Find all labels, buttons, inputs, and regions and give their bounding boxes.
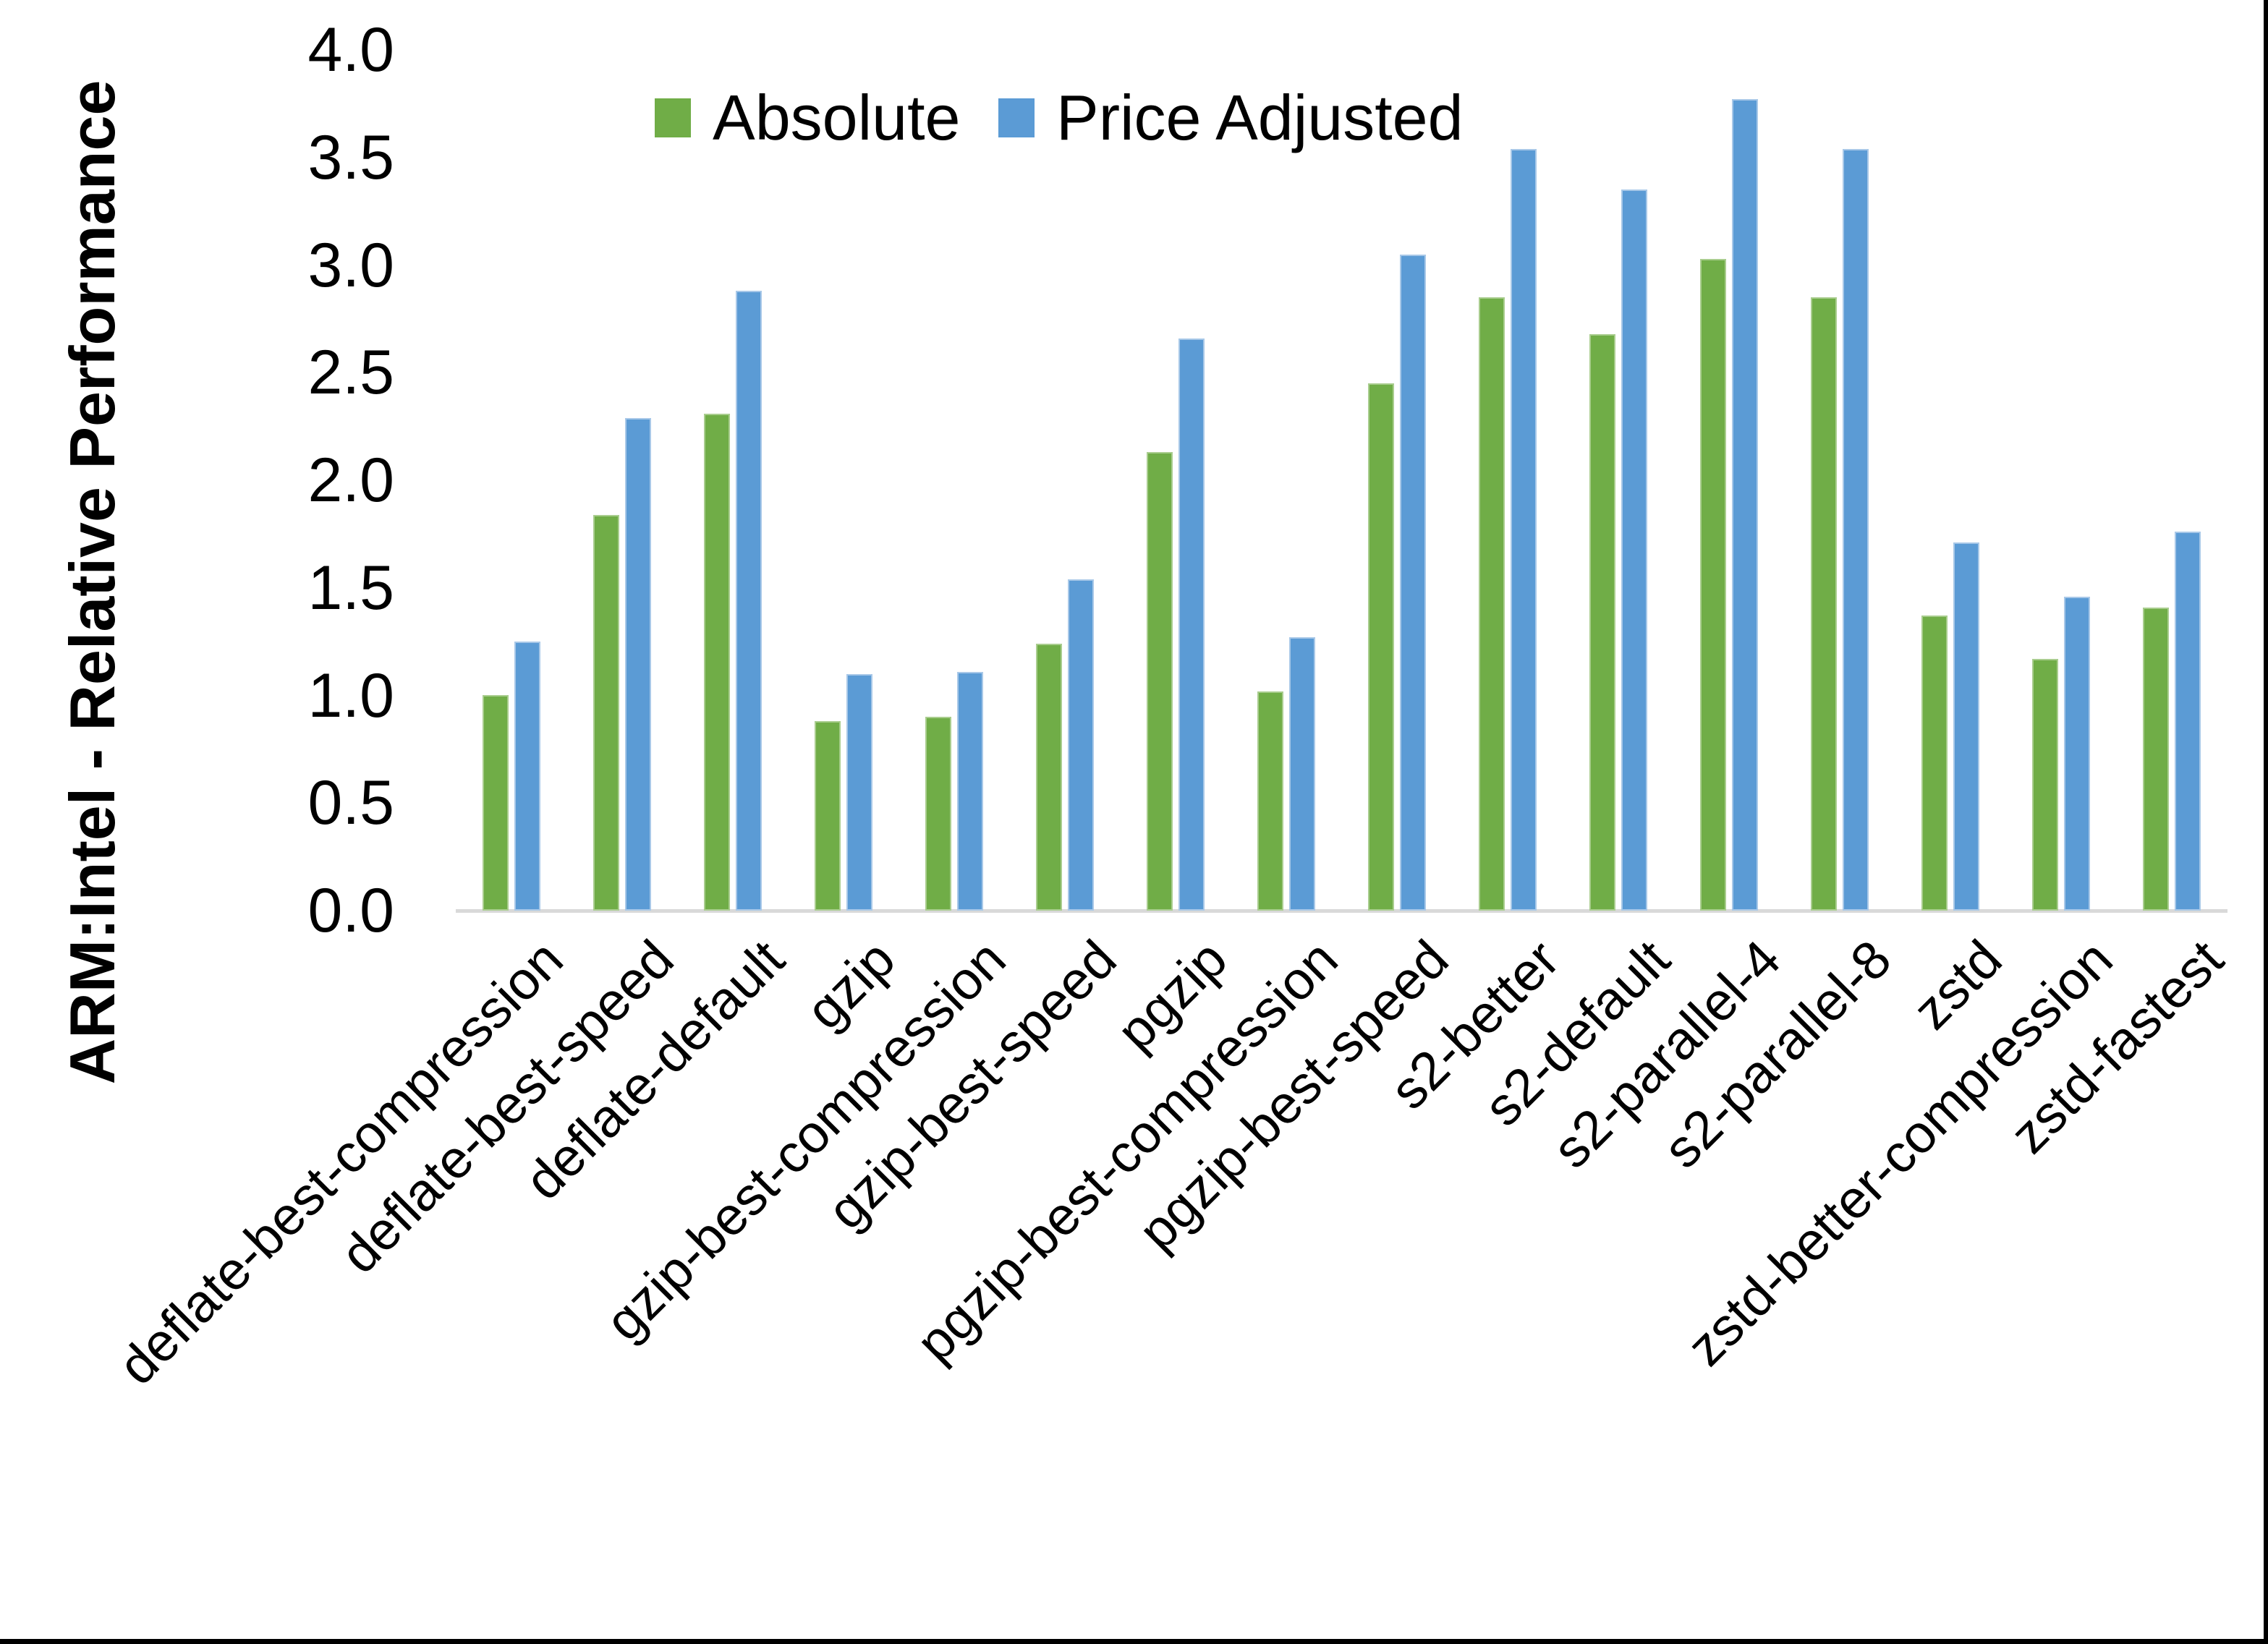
bar-absolute [1811, 297, 1837, 911]
y-tick-label: 2.5 [307, 338, 394, 407]
y-tick-label: 1.0 [307, 661, 394, 731]
screenshot-right-edge [2264, 0, 2268, 1644]
legend-swatch-price-adjusted-icon [998, 98, 1035, 137]
y-tick-label: 0.0 [307, 876, 394, 945]
bar-price-adjusted [957, 672, 983, 911]
y-tick-label: 4.0 [307, 15, 394, 85]
screenshot-bottom-edge [0, 1639, 2268, 1644]
y-tick-label: 3.0 [307, 231, 394, 300]
bar-absolute [1921, 616, 1948, 911]
legend-item-absolute: Absolute [655, 78, 960, 158]
bar-price-adjusted [2064, 597, 2090, 911]
legend-label-absolute: Absolute [713, 82, 961, 153]
legend-label-price-adjusted: Price Adjusted [1056, 82, 1464, 153]
bar-price-adjusted [846, 674, 872, 911]
y-tick-label: 2.0 [307, 446, 394, 515]
bar-absolute [1700, 259, 1726, 911]
y-tick-label: 0.5 [307, 768, 394, 838]
bar-absolute [483, 695, 509, 911]
y-axis-title: ARM:Intel - Relative Performance [56, 80, 128, 1085]
bar-price-adjusted [1068, 579, 1094, 911]
bar-price-adjusted [1289, 637, 1315, 911]
bar-price-adjusted [1953, 542, 1979, 911]
y-tick-label: 3.5 [307, 123, 394, 192]
bar-absolute [1147, 452, 1173, 911]
bar-price-adjusted [625, 418, 651, 911]
bar-absolute [1479, 297, 1505, 911]
legend-swatch-absolute-icon [655, 98, 691, 137]
x-axis-line [456, 909, 2227, 913]
bar-price-adjusted [1178, 338, 1205, 911]
bar-price-adjusted [2175, 532, 2201, 911]
bar-price-adjusted [1621, 189, 1647, 911]
legend-item-price-adjusted: Price Adjusted [998, 78, 1464, 158]
bar-price-adjusted [1732, 99, 1758, 911]
bar-absolute [2032, 659, 2058, 911]
bar-absolute [2143, 608, 2169, 911]
bar-absolute [593, 515, 619, 911]
bar-absolute [815, 721, 841, 911]
bar-absolute [1257, 691, 1283, 911]
bar-price-adjusted [1400, 255, 1426, 911]
bar-price-adjusted [1511, 149, 1537, 911]
bar-absolute [925, 717, 951, 911]
bar-absolute [1368, 383, 1394, 911]
bar-absolute [1036, 644, 1062, 911]
bar-price-adjusted [1843, 149, 1869, 911]
bar-absolute [704, 414, 730, 911]
bar-absolute [1589, 334, 1615, 911]
bar-price-adjusted [736, 291, 762, 911]
y-tick-label: 1.5 [307, 553, 394, 623]
bar-price-adjusted [514, 642, 540, 911]
